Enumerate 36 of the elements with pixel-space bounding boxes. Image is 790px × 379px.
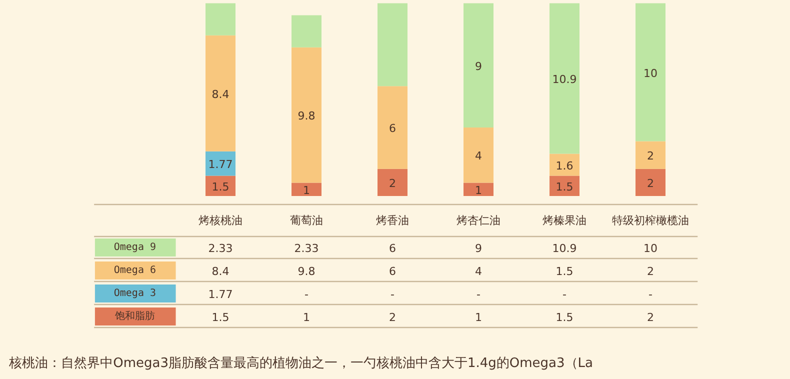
bar (292, 47, 322, 183)
bar (636, 168, 666, 196)
bar (378, 168, 408, 196)
bar (206, 151, 236, 176)
data-label: 2 (647, 150, 654, 163)
data-label: 1 (303, 184, 310, 198)
bar (292, 182, 322, 196)
bar (636, 3, 666, 142)
bar (636, 141, 666, 169)
bar (378, 86, 408, 169)
bar (464, 3, 494, 128)
bar (550, 176, 580, 196)
bar (206, 3, 236, 36)
text: 核桃油：自然界中Omega3脂肪酸含量最高的植物油之一，一勺核桃油中含大于1.4g的Omega3（La (8, 355, 594, 371)
bar (206, 35, 236, 152)
data-label: 4 (475, 150, 482, 163)
data-label: 8.4 (212, 88, 230, 101)
data-label: 1.6 (556, 159, 574, 172)
bar (206, 176, 236, 196)
bar (550, 154, 580, 176)
bar (464, 127, 494, 183)
data-label: 1 (475, 184, 482, 198)
data-label: 10.9 (552, 72, 577, 86)
data-label: 9.8 (298, 110, 316, 123)
data-label: 1.5 (212, 180, 230, 194)
data-label: 6 (389, 122, 396, 135)
data-label: 1.5 (556, 180, 574, 194)
data-label: 2 (389, 177, 396, 190)
data-label: 10 (644, 66, 658, 80)
bar (464, 182, 494, 196)
bar (292, 15, 322, 48)
bar (378, 3, 408, 86)
bar (550, 3, 580, 154)
data-label: 2 (647, 177, 654, 190)
data-label: 9 (475, 60, 482, 73)
data-label: 1.77 (208, 158, 233, 172)
